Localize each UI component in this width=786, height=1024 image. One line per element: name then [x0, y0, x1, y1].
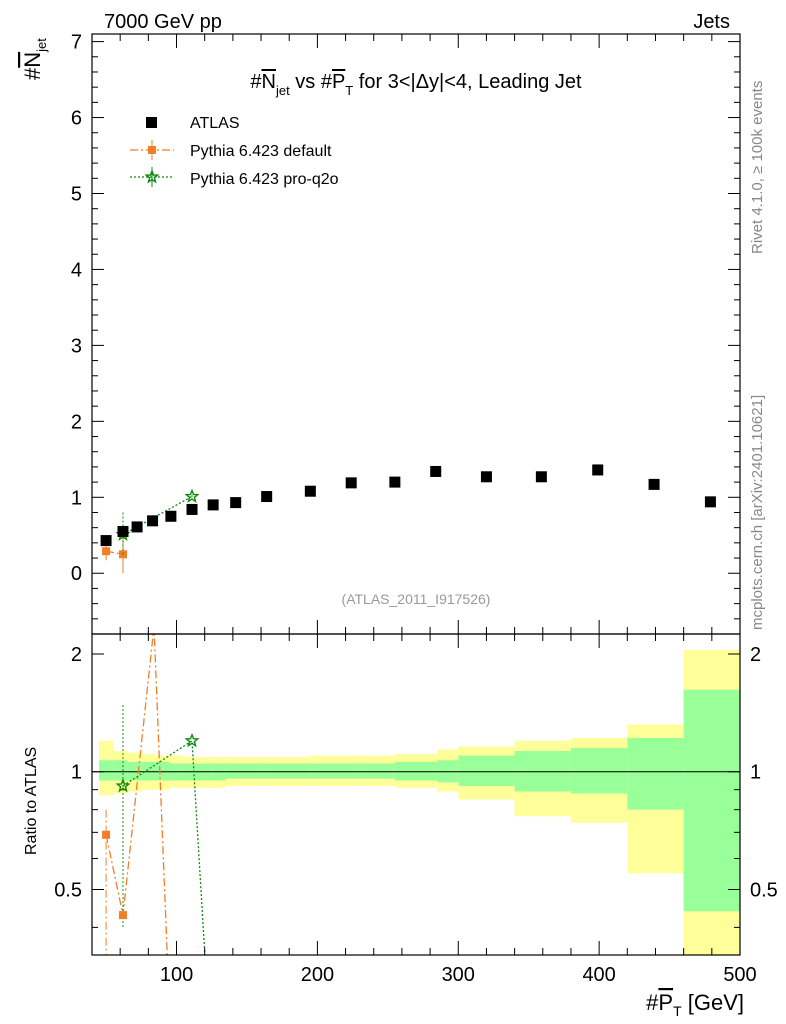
ratio-inner-band-12 — [394, 761, 438, 781]
ratio-inner-band-18 — [683, 689, 740, 912]
legend-marker-default — [148, 146, 156, 154]
main-ytick-label: 3 — [71, 335, 82, 357]
main-marker-atlas — [100, 535, 112, 547]
legend-label-atlas: ATLAS — [190, 115, 240, 132]
main-marker-atlas — [592, 464, 604, 476]
main-marker-atlas — [648, 478, 660, 490]
xtick-label: 500 — [723, 964, 756, 986]
ratio-marker-proq2o — [115, 777, 131, 793]
main-ytick-label: 0 — [71, 563, 82, 585]
xtick-label: 300 — [442, 964, 475, 986]
main-marker-atlas — [186, 503, 198, 515]
ratio-inner-band-17 — [627, 737, 684, 810]
ratio-clipped-group — [102, 634, 206, 955]
ratio-inner-band-4 — [155, 761, 170, 781]
ratio-ytick-label-right: 2 — [750, 644, 761, 666]
ratio-inner-band-14 — [458, 755, 515, 786]
main-ytick-label: 6 — [71, 108, 82, 130]
ratio-series — [102, 634, 206, 955]
axes: 0 1 2 3 4 5 6 7 100 200 300 400 500 0.5 0.5 1 1 2 2 — [54, 32, 778, 986]
legend-marker-proq2o — [144, 169, 160, 184]
main-ytick-label: 1 — [71, 487, 82, 509]
chart-title: #Njet vs #PT for 3<|Δy|<4, Leading Jet — [250, 71, 582, 98]
ratio-ytick-label-right: 0.5 — [750, 879, 778, 901]
xlabel: #PT [GeV] — [646, 990, 744, 1019]
main-ytick-label: 4 — [71, 259, 82, 281]
legend-marker-atlas — [146, 117, 157, 128]
main-ylabel: #Njet — [20, 38, 49, 80]
xtick-label: 200 — [301, 964, 334, 986]
mcplots-label: mcplots.cern.ch [arXiv:2401.10621] — [749, 395, 766, 630]
ratio-ytick-label: 2 — [71, 644, 82, 666]
main-ytick-label: 5 — [71, 183, 82, 205]
legend-label-proq2o: Pythia 6.423 pro-q2o — [190, 171, 339, 188]
main-marker-atlas — [345, 477, 357, 489]
ratio-ytick-label: 1 — [71, 762, 82, 784]
ratio-line-default — [105, 634, 168, 955]
main-marker-atlas — [207, 499, 219, 511]
legend: ATLAS Pythia 6.423 default Pythia 6.423 … — [130, 115, 339, 188]
analysis-id: (ATLAS_2011_I917526) — [342, 591, 491, 607]
header-category: Jets — [693, 11, 730, 33]
main-marker-default — [102, 547, 111, 556]
ratio-ytick-label: 0.5 — [54, 879, 82, 901]
ratio-inner-band-11 — [352, 763, 395, 779]
ratio-inner-band-10 — [310, 763, 353, 779]
ratio-ytick-label-right: 1 — [750, 762, 761, 784]
main-marker-atlas — [131, 521, 143, 533]
main-marker-atlas — [389, 476, 401, 488]
ratio-inner-band-0 — [99, 760, 114, 781]
main-marker-atlas — [535, 471, 547, 483]
ratio-inner-band-2 — [127, 761, 142, 781]
main-marker-atlas — [704, 496, 716, 508]
main-ytick-label: 7 — [71, 32, 82, 54]
main-marker-atlas — [430, 465, 442, 477]
main-marker-proq2o — [184, 488, 200, 503]
ratio-marker-proq2o — [184, 732, 200, 748]
ratio-inner-band-3 — [141, 761, 156, 781]
legend-label-default: Pythia 6.423 default — [190, 143, 332, 160]
ratio-line-proq2o — [122, 739, 206, 955]
rivet-label: Rivet 4.1.0, ≥ 100k events — [749, 81, 766, 254]
ratio-frame — [91, 633, 741, 956]
header-energy: 7000 GeV pp — [104, 11, 222, 33]
ratio-inner-band-1 — [113, 760, 128, 781]
main-marker-atlas — [261, 491, 273, 503]
ratio-marker-default — [102, 830, 111, 839]
main-marker-atlas — [147, 515, 159, 527]
main-marker-atlas — [230, 497, 242, 509]
ratio-inner-band-16 — [570, 748, 628, 794]
ratio-bands — [92, 649, 740, 955]
main-marker-atlas — [117, 525, 129, 537]
main-ytick-label: 2 — [71, 411, 82, 433]
main-marker-atlas — [480, 471, 492, 483]
ratio-ylabel: Ratio to ATLAS — [23, 747, 40, 855]
ratio-inner-band-9 — [268, 763, 311, 779]
main-series — [100, 464, 716, 574]
xtick-label: 100 — [160, 964, 193, 986]
xtick-label: 400 — [582, 964, 615, 986]
ratio-inner-band-8 — [225, 763, 269, 779]
main-marker-atlas — [165, 510, 177, 522]
main-marker-atlas — [304, 485, 316, 497]
ratio-marker-default — [118, 911, 127, 920]
